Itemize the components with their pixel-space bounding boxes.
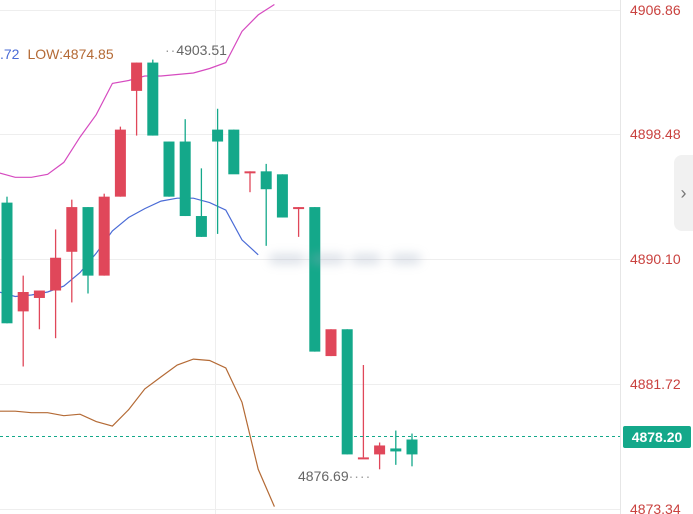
candle-body [82, 207, 94, 276]
candle-body [98, 196, 110, 276]
expand-panel-button[interactable]: › [674, 155, 693, 231]
legend-low-value: LOW:4874.85 [27, 46, 114, 62]
candle-body [325, 329, 337, 357]
low-annotation-value: 4876.69 [298, 468, 349, 484]
lower-band-line [0, 358, 275, 507]
candle-body [260, 171, 272, 190]
candlestick-chart [0, 0, 620, 514]
low-annotation: 4876.69···· [298, 468, 372, 484]
price-tick: 4898.48 [630, 126, 681, 143]
candle-body [357, 457, 369, 460]
candle-body [131, 62, 143, 91]
candle-body [195, 216, 207, 237]
candle-body [276, 174, 288, 218]
price-tick: 4881.72 [630, 376, 681, 393]
price-tick: 4906.86 [630, 1, 681, 18]
candle-body [1, 202, 13, 324]
candle-body [212, 129, 224, 142]
price-axis[interactable]: 4906.86 4898.48 4890.10 4881.72 4873.34 … [620, 0, 693, 514]
chart-plot-area[interactable]: .72 LOW:4874.85 ··4903.51 4876.69···· [0, 0, 620, 514]
candle-body [179, 141, 191, 217]
candle-body [406, 439, 418, 455]
chevron-right-icon: › [680, 183, 687, 203]
price-tick: 4873.34 [630, 500, 681, 514]
candle-body [50, 257, 62, 291]
candle-body [66, 207, 78, 252]
indicator-legend: .72 LOW:4874.85 [0, 46, 114, 62]
candle-body [374, 445, 386, 455]
middle-band-line [0, 197, 259, 298]
candle-body [390, 448, 402, 452]
last-price-tag: 4878.20 [623, 425, 691, 448]
candle-body [341, 329, 353, 455]
legend-mid-value: .72 [0, 46, 20, 62]
candle-body [33, 290, 45, 298]
candle-body [293, 207, 305, 210]
high-annotation-value: 4903.51 [176, 42, 227, 58]
candle-body [114, 129, 126, 197]
candle-body [163, 141, 175, 197]
candle-body [228, 129, 240, 175]
candle-body [309, 207, 321, 352]
candle-body [147, 62, 159, 136]
high-annotation: ··4903.51 [165, 42, 227, 58]
watermark [265, 248, 425, 270]
candle-body [17, 292, 29, 312]
price-tick: 4890.10 [630, 251, 681, 268]
candle-body [244, 171, 256, 174]
